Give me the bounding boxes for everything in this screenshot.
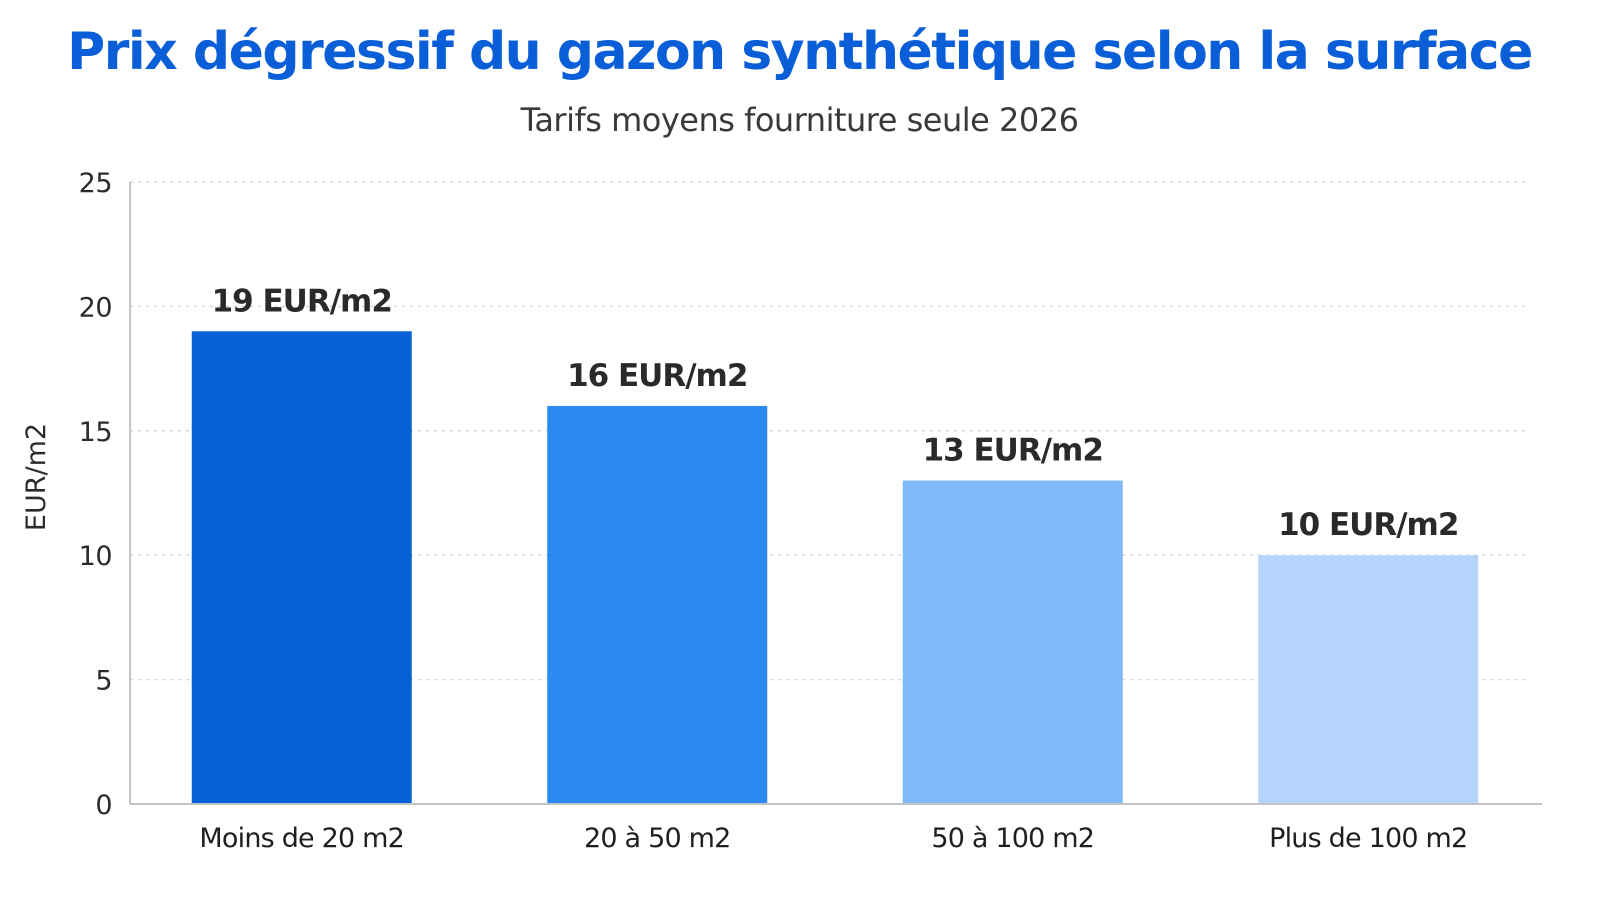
data-label: 19 EUR/m2 [212, 283, 392, 319]
x-tick-label: 20 à 50 m2 [584, 823, 731, 854]
axes [129, 182, 1542, 805]
data-label: 13 EUR/m2 [923, 433, 1103, 469]
bar [191, 331, 412, 804]
bar [1258, 555, 1479, 804]
y-tick-label: 20 [79, 292, 112, 323]
chart-subtitle: Tarifs moyens fourniture seule 2026 [520, 101, 1079, 139]
y-tick-label: 0 [95, 790, 112, 821]
bar [547, 405, 768, 804]
data-label: 10 EUR/m2 [1278, 507, 1458, 543]
y-tick-label: 10 [79, 541, 112, 572]
x-tick-label: Moins de 20 m2 [199, 823, 404, 854]
y-axis-title: EUR/m2 [21, 423, 52, 531]
labels: 0 5 10 15 20 25 19 EUR/m2 Moins de 20 m2 16 EUR/… [79, 168, 1469, 854]
data-label: 16 EUR/m2 [567, 358, 747, 394]
y-tick-label: 25 [79, 168, 112, 199]
y-tick-label: 15 [79, 417, 112, 448]
y-tick-label: 5 [95, 666, 112, 697]
x-tick-label: 50 à 100 m2 [931, 823, 1094, 854]
bars [191, 331, 1479, 804]
x-tick-label: Plus de 100 m2 [1269, 823, 1467, 854]
bar [902, 480, 1123, 804]
chart-title: Prix dégressif du gazon synthétique selo… [67, 22, 1533, 82]
